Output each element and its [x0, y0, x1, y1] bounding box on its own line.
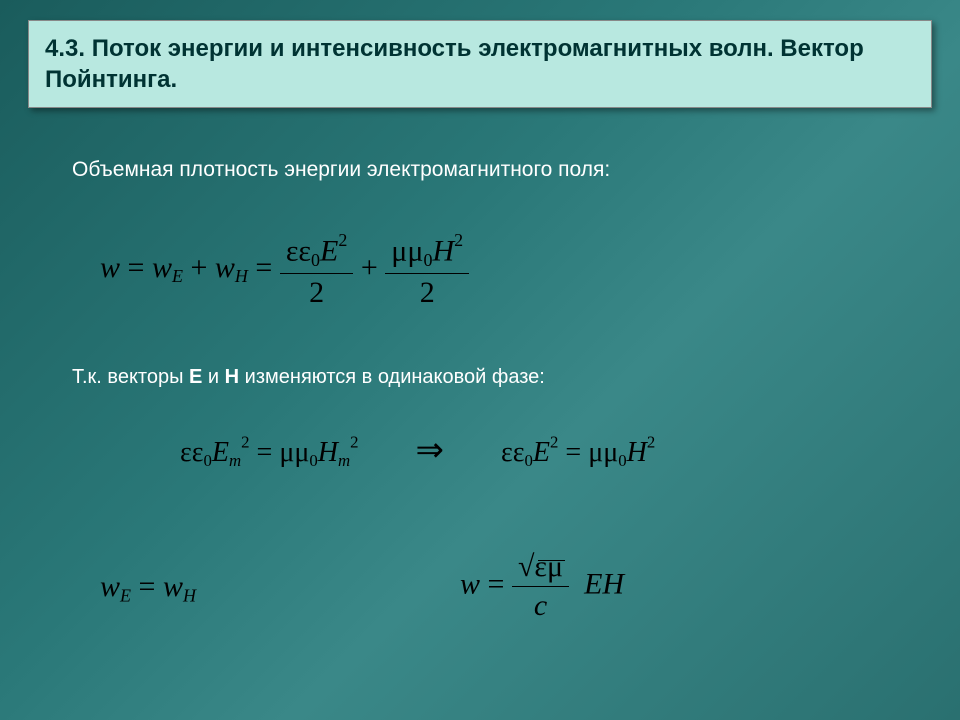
eq1-E: E: [320, 234, 338, 267]
eq2-sq2: 2: [350, 433, 358, 452]
equation-energy-density: w = wE + wH = εε0E2 2 + μμ0H2 2: [100, 230, 469, 310]
eq1-z1: 0: [311, 250, 320, 270]
sqrt-icon: √: [518, 550, 534, 583]
equation-amplitude-relation: εε0Em2 = μμ0Hm2 ⇒ εε0E2 = μμ0H2: [180, 430, 655, 471]
eq1-den1: 2: [280, 274, 354, 310]
subtitle-2: Т.к. векторы E и H изменяются в одинаков…: [72, 366, 545, 389]
eq2b-z2: 0: [618, 451, 626, 470]
subtitle-1: Объемная плотность энергии электромагнит…: [72, 158, 610, 182]
eq2b-sq2: 2: [647, 433, 655, 452]
sub2-h: H: [225, 366, 239, 388]
eq1-sq2: 2: [454, 230, 463, 250]
eq2b-ee: εε: [501, 437, 525, 468]
sub2-post: изменяются в одинаковой фазе:: [239, 366, 545, 388]
equation-wE-eq-wH: wE = wH: [100, 570, 196, 606]
eq2b-H: H: [627, 437, 647, 468]
eq2-m2: m: [338, 451, 350, 470]
eq4-em: εμ: [534, 550, 563, 583]
eq1-den2: 2: [385, 274, 469, 310]
eq4-w: w: [460, 567, 480, 600]
eq2-E: E: [212, 437, 229, 468]
eq1-wH: w: [215, 251, 235, 284]
eq3-subE: E: [120, 585, 131, 605]
eq2-H: H: [318, 437, 338, 468]
eq3-subH: H: [183, 585, 196, 605]
eq1-plus: +: [183, 251, 215, 284]
sub2-mid: и: [202, 366, 224, 388]
eq2b-E: E: [533, 437, 550, 468]
sub2-pre: Т.к. векторы: [72, 366, 189, 388]
eq1-w: w: [100, 251, 120, 284]
eq2-sq1: 2: [241, 433, 249, 452]
equation-w-EH: w = √εμ c EH: [460, 550, 624, 623]
eq1-frac2: μμ0H2 2: [385, 230, 469, 310]
eq4-eq: =: [480, 567, 512, 600]
eq2-ee: εε: [180, 437, 204, 468]
eq1-ee: εε: [286, 234, 311, 267]
eq1-plus2: +: [361, 251, 385, 284]
eq2-m1: m: [229, 451, 241, 470]
eq2b-eq: =: [558, 437, 588, 468]
eq2-mm: μμ: [279, 437, 309, 468]
sub2-e: E: [189, 366, 202, 388]
eq2-z2: 0: [309, 451, 317, 470]
eq4-frac: √εμ c: [512, 550, 569, 623]
slide-title: 4.3. Поток энергии и интенсивность элект…: [45, 33, 915, 95]
eq2b-mm: μμ: [588, 437, 618, 468]
eq4-H: H: [602, 567, 624, 600]
implies-arrow: ⇒: [416, 432, 445, 469]
eq2-z1: 0: [204, 451, 212, 470]
eq1-H: H: [432, 234, 454, 267]
eq1-sq1: 2: [338, 230, 347, 250]
eq1-mm: μμ: [391, 234, 423, 267]
eq3-wE: w: [100, 570, 120, 603]
eq1-eq: =: [120, 251, 152, 284]
eq1-frac1: εε0E2 2: [280, 230, 354, 310]
title-box: 4.3. Поток энергии и интенсивность элект…: [28, 20, 932, 108]
eq4-E: E: [584, 567, 602, 600]
eq1-wE: w: [152, 251, 172, 284]
eq2b-z1: 0: [525, 451, 533, 470]
eq4-c: c: [512, 587, 569, 623]
eq1-subH: H: [235, 266, 248, 286]
eq1-subE: E: [172, 266, 183, 286]
eq3-wH: w: [163, 570, 183, 603]
eq2-eq1: =: [250, 437, 280, 468]
eq1-eq2: =: [248, 251, 280, 284]
eq3-eq: =: [131, 570, 163, 603]
